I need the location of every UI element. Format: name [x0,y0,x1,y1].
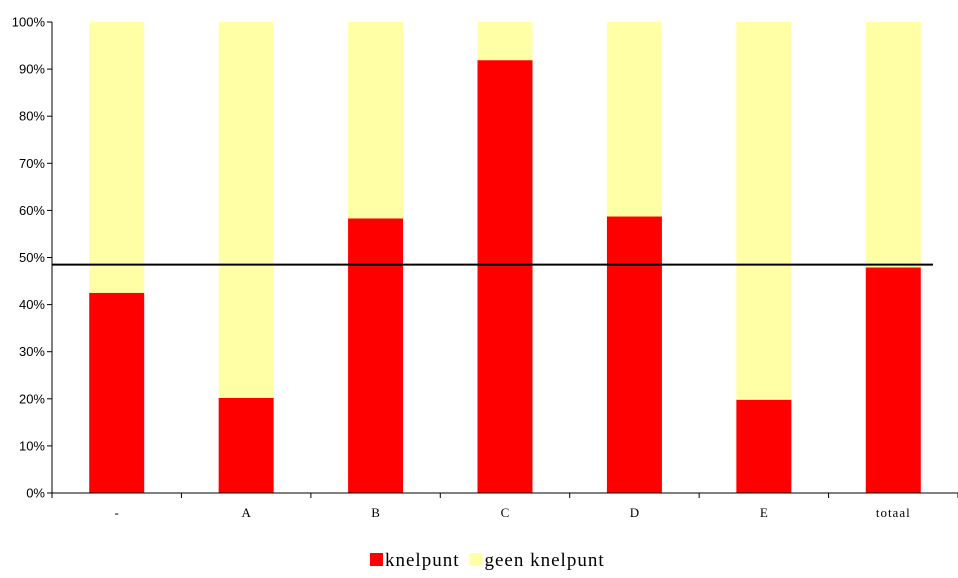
x-tick-label: B [371,505,380,520]
x-tick-label: C [501,505,510,520]
legend-swatch-geen-knelpunt [469,553,483,566]
legend-label-knelpunt: knelpunt [385,550,460,571]
y-tick-label: 100% [12,15,46,30]
bar-geen-knelpunt-d [606,22,662,217]
bar-geen-knelpunt-a [218,22,274,398]
y-tick-label: 70% [19,156,45,171]
x-tick-label: - [115,505,119,520]
x-tick-label: D [630,505,639,520]
bar-knelpunt-c [477,60,533,494]
bar-geen-knelpunt-totaal [865,22,921,268]
bar-knelpunt-a [218,397,274,493]
bar-knelpunt-d [606,216,662,493]
y-tick-label: 60% [19,203,45,218]
y-tick-label: 20% [19,391,45,406]
bars-layer [89,22,921,494]
bar-geen-knelpunt-e [736,22,792,400]
y-tick-label: 0% [26,486,45,501]
bar-knelpunt-e [736,399,792,493]
x-tick-label: totaal [876,505,911,520]
y-tick-label: 40% [19,297,45,312]
bar-geen-knelpunt-b [348,22,404,219]
x-tick-label: A [241,505,251,520]
y-tick-label: 10% [19,438,45,453]
bar-geen-knelpunt-c [477,22,533,61]
bar-knelpunt-b [348,218,404,493]
y-tick-label: 50% [19,250,45,265]
bar-knelpunt-totaal [865,267,921,493]
legend-swatch-knelpunt [370,553,383,566]
y-tick-label: 80% [19,109,45,124]
bar-knelpunt-dash [89,292,145,493]
legend: knelpunt geen knelpunt [370,550,605,571]
y-tick-label: 90% [19,62,45,77]
legend-label-geen-knelpunt: geen knelpunt [485,550,605,571]
y-tick-label: 30% [19,344,45,359]
x-tick-label: E [760,505,768,520]
bar-geen-knelpunt-dash [89,22,145,293]
